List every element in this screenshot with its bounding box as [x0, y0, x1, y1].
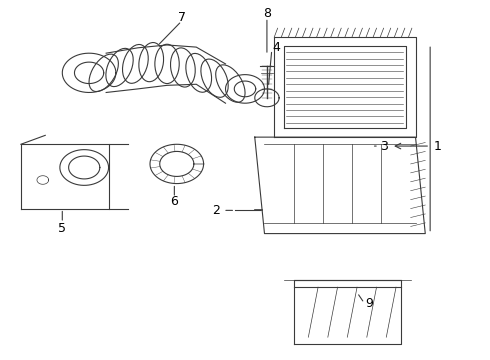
- Text: 2: 2: [212, 204, 220, 217]
- Text: 8: 8: [263, 8, 271, 21]
- Text: 4: 4: [273, 41, 281, 54]
- Text: 1: 1: [434, 140, 441, 153]
- Text: 9: 9: [366, 297, 373, 310]
- Text: 6: 6: [171, 195, 178, 208]
- Text: 7: 7: [178, 11, 186, 24]
- Text: 3: 3: [380, 140, 388, 153]
- Text: 5: 5: [58, 222, 66, 235]
